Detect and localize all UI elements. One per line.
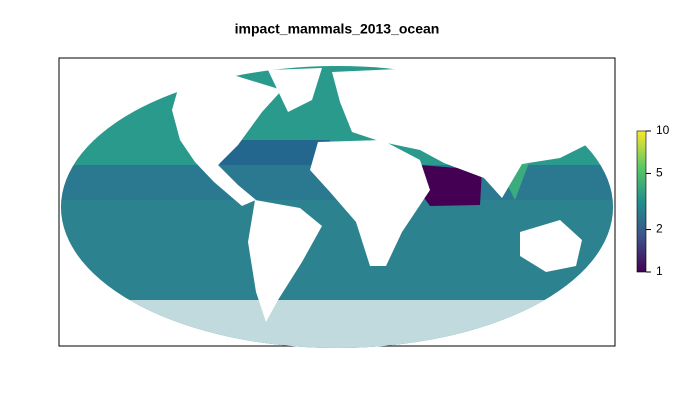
colorbar-tick-label: 10	[656, 123, 670, 137]
north-america	[172, 74, 282, 206]
australia	[520, 220, 582, 272]
colorbar-tick-label: 5	[656, 166, 663, 180]
land	[172, 68, 600, 322]
ocean-sparse	[61, 300, 613, 348]
eurasia	[332, 68, 600, 198]
map-title: impact_mammals_2013_ocean	[235, 21, 440, 37]
south-america	[248, 200, 322, 322]
colorbar-tick-label: 1	[656, 264, 663, 278]
colorbar-ticks: 1 2 5 10	[646, 123, 670, 278]
colorbar	[636, 130, 647, 273]
africa	[310, 140, 430, 266]
colorbar-tick-label: 2	[656, 222, 663, 236]
indian-ocean-patch	[415, 165, 482, 206]
greenland	[268, 68, 322, 112]
